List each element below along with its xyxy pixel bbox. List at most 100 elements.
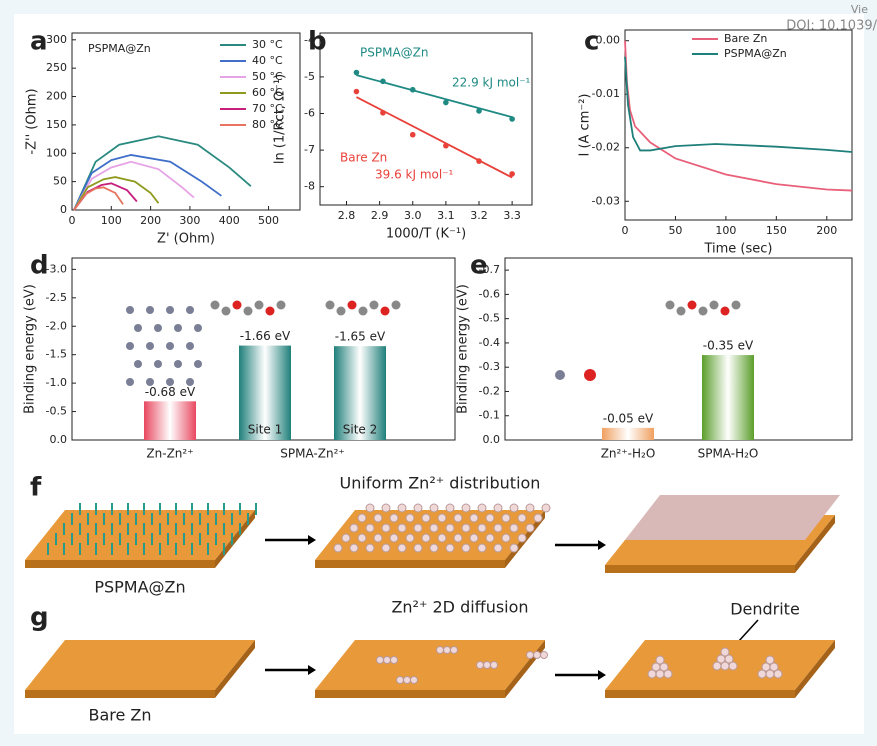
y-tick-label: 0.0 (50, 433, 68, 446)
y-axis-label: ln (1/Rct, Ω⁻¹) (273, 74, 288, 164)
atom (391, 300, 401, 310)
atom (709, 300, 719, 310)
x-tick-label: 100 (101, 214, 122, 227)
value-label: -0.05 eV (603, 411, 654, 425)
slab-side (315, 690, 505, 698)
dendrite (720, 661, 730, 671)
x-tick-label: 200 (816, 224, 837, 237)
y-tick-label: -1.5 (46, 348, 67, 361)
y-tick-label: -7 (304, 143, 315, 156)
series-annotation: 39.6 kJ mol⁻¹ (375, 168, 454, 182)
slab-top (315, 640, 545, 690)
zn-ion (533, 513, 543, 523)
zn-ion (436, 646, 444, 654)
y-axis-label: I (A cm⁻²) (578, 93, 593, 156)
slab-side (315, 560, 505, 568)
plot-frame (624, 29, 853, 221)
zn-ion (373, 533, 383, 543)
zn-ion (376, 656, 384, 664)
dendrite (724, 654, 734, 664)
dendrite (655, 655, 665, 665)
y-axis-label: Binding energy (eV) (23, 284, 38, 414)
x-tick-label: 3.0 (404, 209, 422, 222)
zn-ion (525, 503, 535, 513)
zn-ion (413, 543, 423, 553)
legend-label: 80 °C (252, 118, 283, 131)
value-label: -1.65 eV (335, 330, 386, 344)
zn-ion (445, 523, 455, 533)
series-name: PSPMA@Zn (360, 46, 428, 60)
zn-ion (390, 656, 398, 664)
zn-ion (396, 676, 404, 684)
x-axis-label: Z' (Ohm) (157, 232, 215, 247)
bar (702, 355, 754, 440)
panel-letter: d (30, 251, 49, 281)
slab-side (605, 690, 795, 698)
zn-ion (477, 503, 487, 513)
panel-letter: f (30, 473, 42, 503)
data-point (409, 131, 416, 138)
zn-ion (421, 513, 431, 523)
category-label: Site 1 (248, 423, 283, 437)
dendrite (659, 662, 669, 672)
zn-ion (421, 533, 431, 543)
x-tick-label: 400 (219, 214, 240, 227)
arrow (737, 619, 759, 643)
schematic-label: Bare Zn (88, 706, 151, 725)
zn-ion (477, 543, 487, 553)
x-tick-label: 50 (668, 224, 682, 237)
zn-ion (493, 503, 503, 513)
y-tick-label: 0.00 (596, 34, 621, 47)
atom (276, 300, 286, 310)
plot-frame (319, 32, 533, 206)
slab-side (215, 640, 255, 698)
atom (720, 306, 730, 316)
doi[interactable]: DOI: 10.1039/ (786, 19, 877, 34)
zn-ion (429, 523, 439, 533)
atom (126, 342, 134, 350)
zn-ion (469, 513, 479, 523)
x-tick-label: 3.1 (437, 209, 455, 222)
bar (144, 401, 196, 440)
atom (174, 360, 182, 368)
dendrite (728, 661, 738, 671)
value-label: -1.66 eV (240, 329, 291, 343)
atom (146, 378, 154, 386)
zn-ion (397, 503, 407, 513)
plot-frame (71, 32, 301, 211)
zn-ion (525, 523, 535, 533)
data-point (353, 88, 360, 95)
slab-top (25, 510, 255, 560)
dendrite (712, 661, 722, 671)
zn-ion (383, 656, 391, 664)
panel-letter: g (30, 603, 49, 633)
zn-ion (469, 533, 479, 543)
atom (210, 300, 220, 310)
zn-ion (509, 523, 519, 533)
dendrite (765, 655, 775, 665)
y-tick-label: -2.0 (46, 319, 67, 332)
zn-ion (483, 661, 491, 669)
value-label: -0.35 eV (703, 339, 754, 353)
y-tick-label: -4 (304, 33, 315, 46)
series-line (73, 135, 252, 211)
series-line (624, 56, 853, 153)
atom (369, 300, 379, 310)
y-tick-label: -0.5 (46, 405, 67, 418)
slab-side (795, 515, 835, 573)
zn-ion (485, 513, 495, 523)
slab-side (605, 565, 795, 573)
process-arrows (265, 538, 598, 677)
schematic-label: Dendrite (730, 600, 800, 619)
x-tick-label: 2.9 (371, 209, 389, 222)
x-tick-label: 0 (622, 224, 629, 237)
data-point (476, 108, 482, 114)
schematic-title: Zn²⁺ 2D diffusion (391, 598, 528, 617)
zn-ion (429, 543, 439, 553)
atom (186, 306, 194, 314)
category-label: Site 2 (343, 423, 378, 437)
legend-label: Bare Zn (724, 32, 767, 45)
atom (194, 360, 202, 368)
view-link[interactable]: Vie (851, 3, 868, 16)
